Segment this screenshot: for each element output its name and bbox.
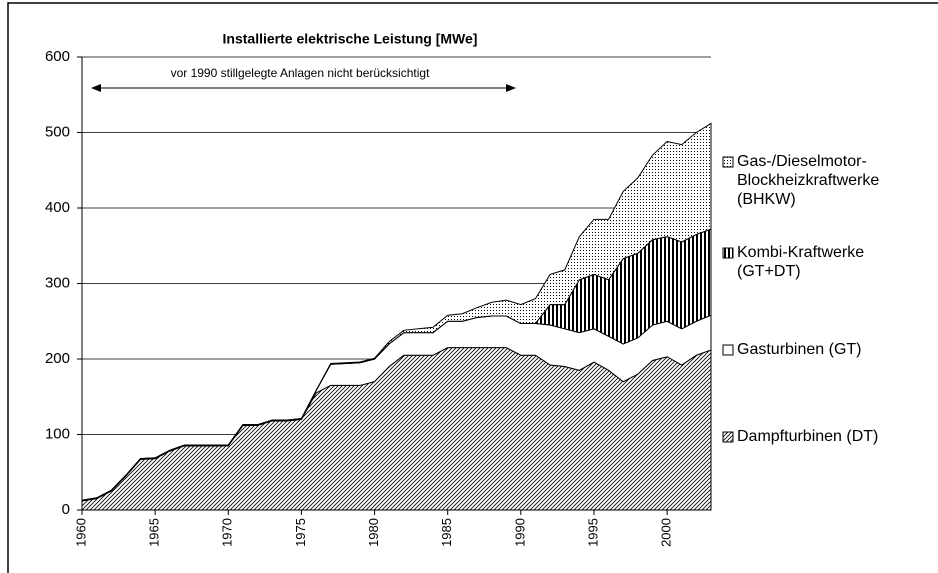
legend-swatch <box>722 344 734 356</box>
y-tick-label: 400 <box>45 199 70 216</box>
y-tick-label: 600 <box>45 48 70 65</box>
area <box>81 122 712 501</box>
legend-label: Kombi-Kraftwerke (GT+DT) <box>737 244 865 280</box>
legend-label: Dampfturbinen (DT) <box>737 428 879 445</box>
y-tick-label: 200 <box>45 350 70 367</box>
y-tick-label: 0 <box>62 501 70 518</box>
legend-swatch <box>722 156 734 168</box>
x-tick-label: 1965 <box>147 518 162 547</box>
legend-label: Gas-/Dieselmotor-Blockheizkraftwerke (BH… <box>737 153 880 208</box>
x-tick-label: 1985 <box>439 518 454 547</box>
y-tick-label: 300 <box>45 274 70 291</box>
x-tick-label: 1980 <box>366 518 381 547</box>
legend-swatch <box>722 247 734 259</box>
x-tick-label: 1960 <box>73 518 88 547</box>
x-tick-label: 1990 <box>512 518 527 547</box>
legend-swatch <box>722 431 734 443</box>
legend-label: Gasturbinen (GT) <box>737 341 862 358</box>
annotation: vor 1990 stillgelegte Anlagen nicht berü… <box>171 66 430 80</box>
x-tick-label: 2000 <box>659 518 674 547</box>
x-tick-label: 1970 <box>220 518 235 547</box>
x-tick-label: 1995 <box>585 518 600 547</box>
x-tick-label: 1975 <box>293 518 308 547</box>
y-tick-label: 500 <box>45 123 70 140</box>
y-tick-label: 100 <box>45 425 70 442</box>
chart-title: Installierte elektrische Leistung [MWe] <box>223 31 478 47</box>
frame <box>7 2 938 573</box>
